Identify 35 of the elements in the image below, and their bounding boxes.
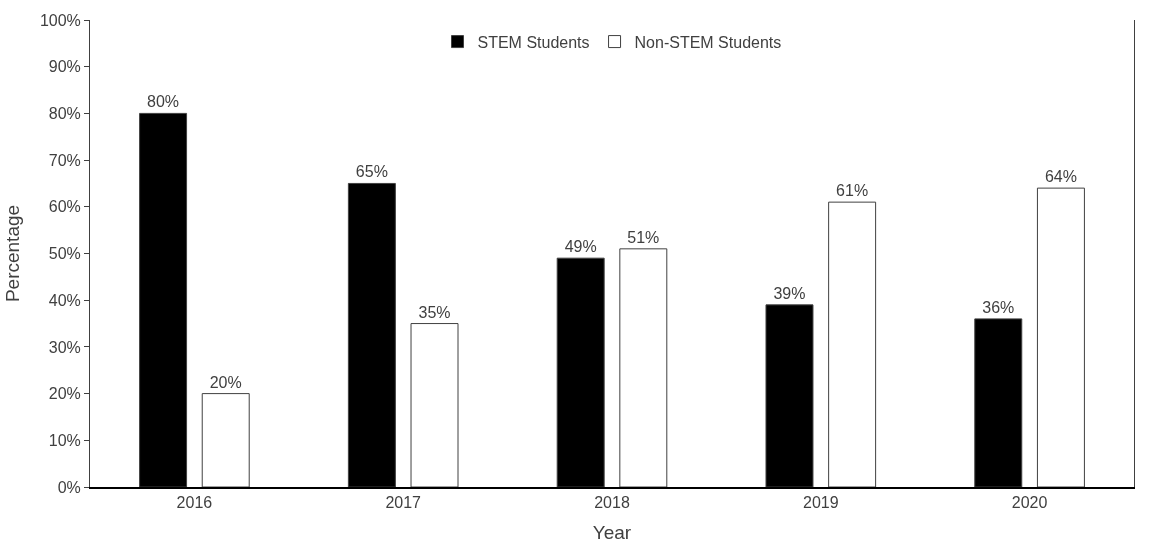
- bar: [410, 323, 459, 487]
- bar: [828, 201, 877, 487]
- bar: [201, 393, 250, 487]
- data-label: 20%: [209, 373, 242, 391]
- bar: [619, 248, 668, 487]
- y-tick-label: 100%: [39, 11, 81, 29]
- y-tick-label: 50%: [48, 245, 81, 263]
- data-label: 49%: [564, 238, 597, 256]
- data-label: 35%: [418, 303, 451, 321]
- data-label: 61%: [836, 182, 869, 200]
- x-tick-label: 2017: [385, 494, 422, 512]
- data-label: 65%: [355, 163, 388, 181]
- y-tick-label: 20%: [48, 385, 81, 403]
- y-tick-label: 40%: [48, 291, 81, 309]
- x-tick-label: 2016: [176, 494, 213, 512]
- x-tick-label: 2018: [594, 494, 630, 512]
- data-label: 51%: [627, 228, 660, 246]
- legend-label: STEM Students: [477, 33, 590, 51]
- data-label: 80%: [147, 93, 180, 111]
- y-tick-label: 0%: [57, 478, 81, 496]
- x-tick-label: 2020: [1011, 494, 1048, 512]
- data-label: 39%: [773, 284, 806, 302]
- x-tick-label: 2019: [803, 494, 839, 512]
- y-tick-label: 90%: [48, 58, 81, 76]
- y-tick-label: 70%: [48, 151, 81, 169]
- y-tick-label: 30%: [48, 338, 81, 356]
- bar: [1036, 187, 1085, 487]
- x-axis-title: Year: [592, 521, 632, 543]
- y-axis-title: Percentage: [1, 204, 23, 303]
- y-tick-label: 10%: [48, 431, 81, 449]
- y-tick-label: 60%: [48, 198, 81, 216]
- y-tick-label: 80%: [48, 105, 81, 122]
- data-label: 64%: [1044, 168, 1077, 186]
- legend-label: Non-STEM Students: [634, 33, 782, 51]
- data-label: 36%: [982, 298, 1015, 316]
